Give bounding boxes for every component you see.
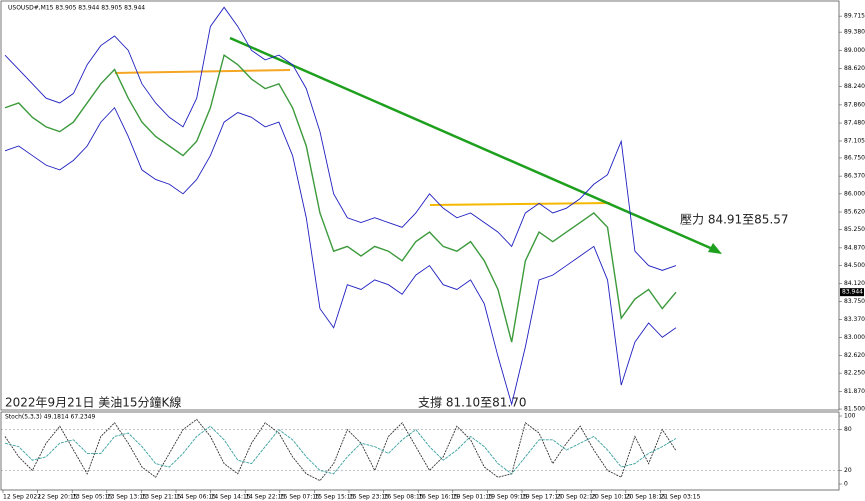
y-tick-label: 0 — [844, 481, 848, 488]
annotation: 2022年9月21日 美油15分鐘K線 — [5, 395, 181, 410]
x-tick-label: 14 Sep 06:15 — [176, 494, 216, 501]
x-tick-label: 12 Sep 2022 — [3, 494, 41, 501]
resistance-line — [114, 69, 291, 74]
x-tick-label: 14 Sep 14:15 — [211, 494, 251, 501]
x-tick-label: 14 Sep 22:15 — [245, 494, 285, 501]
trend-arrow — [708, 243, 722, 254]
y-tick-label: 86.750 — [844, 154, 865, 161]
price-marker-label: 83.944 — [842, 289, 863, 296]
x-tick-label: 19 Sep 01:15 — [453, 494, 493, 501]
price-line — [4, 53, 677, 343]
y-tick-label: 89.380 — [844, 29, 865, 36]
y-tick-label: 83.750 — [844, 298, 865, 305]
x-tick-label: 15 Sep 15:15 — [314, 494, 354, 501]
symbol-label: USOUSD#,M15 83.905 83.944 83.905 83.944 — [8, 5, 145, 12]
y-tick-label: 83.370 — [844, 316, 865, 323]
stoch-line — [4, 418, 677, 482]
y-tick-label: 87.860 — [844, 101, 865, 108]
y-tick-label: 80 — [844, 426, 852, 433]
x-tick-label: 16 Sep 08:15 — [384, 494, 424, 501]
x-tick-label: 15 Sep 07:15 — [280, 494, 320, 501]
y-tick-label: 86.370 — [844, 173, 865, 180]
y-tick-label: 84.870 — [844, 244, 865, 251]
y-tick-label: 87.480 — [844, 120, 865, 127]
y-tick-label: 86.000 — [844, 190, 865, 197]
band-line — [4, 6, 677, 271]
stoch-line — [4, 425, 677, 475]
y-tick-label: 82.620 — [844, 352, 865, 359]
x-tick-label: 13 Sep 21:15 — [141, 494, 181, 501]
main-panel — [0, 0, 840, 411]
y-tick-label: 89.000 — [844, 47, 865, 54]
x-tick-label: 13 Sep 05:15 — [72, 494, 112, 501]
y-tick-label: 87.105 — [844, 137, 865, 144]
trend-line — [229, 36, 716, 252]
y-tick-label: 84.500 — [844, 262, 865, 269]
x-tick-label: 12 Sep 20:15 — [38, 494, 78, 501]
y-tick-label: 20 — [844, 467, 852, 474]
resistance-line — [429, 202, 611, 206]
annotation: 支撐 81.10至81.70 — [418, 396, 527, 410]
x-tick-label: 21 Sep 03:15 — [660, 494, 700, 501]
x-tick-label: 20 Sep 18:15 — [626, 494, 666, 501]
band-line — [4, 106, 677, 407]
x-tick-label: 20 Sep 02:15 — [557, 494, 597, 501]
y-tick-label: 100 — [844, 413, 856, 420]
x-tick-label: 16 Sep 16:15 — [418, 494, 458, 501]
y-tick-label: 89.715 — [844, 13, 865, 20]
x-tick-label: 20 Sep 10:15 — [591, 494, 631, 501]
y-tick-label: 88.620 — [844, 65, 865, 72]
y-tick-label: 85.620 — [844, 209, 865, 216]
y-tick-label: 83.000 — [844, 334, 865, 341]
stoch-panel — [0, 411, 840, 491]
y-tick-label: 81.500 — [844, 406, 865, 413]
x-tick-label: 15 Sep 23:15 — [349, 494, 389, 501]
annotation: 壓力 84.91至85.57 — [680, 213, 789, 227]
y-tick-label: 85.250 — [844, 226, 865, 233]
x-tick-label: 19 Sep 09:15 — [487, 494, 527, 501]
y-tick-label: 88.240 — [844, 83, 865, 90]
price-marker — [840, 288, 864, 297]
y-tick-label: 81.870 — [844, 388, 865, 395]
stoch-label: Stoch(5,3,3) 49.1814 67.2349 — [5, 414, 96, 421]
y-tick-label: 84.120 — [844, 280, 865, 287]
y-tick-label: 82.250 — [844, 370, 865, 377]
x-tick-label: 19 Sep 17:15 — [522, 494, 562, 501]
x-tick-label: 13 Sep 13:15 — [107, 494, 147, 501]
